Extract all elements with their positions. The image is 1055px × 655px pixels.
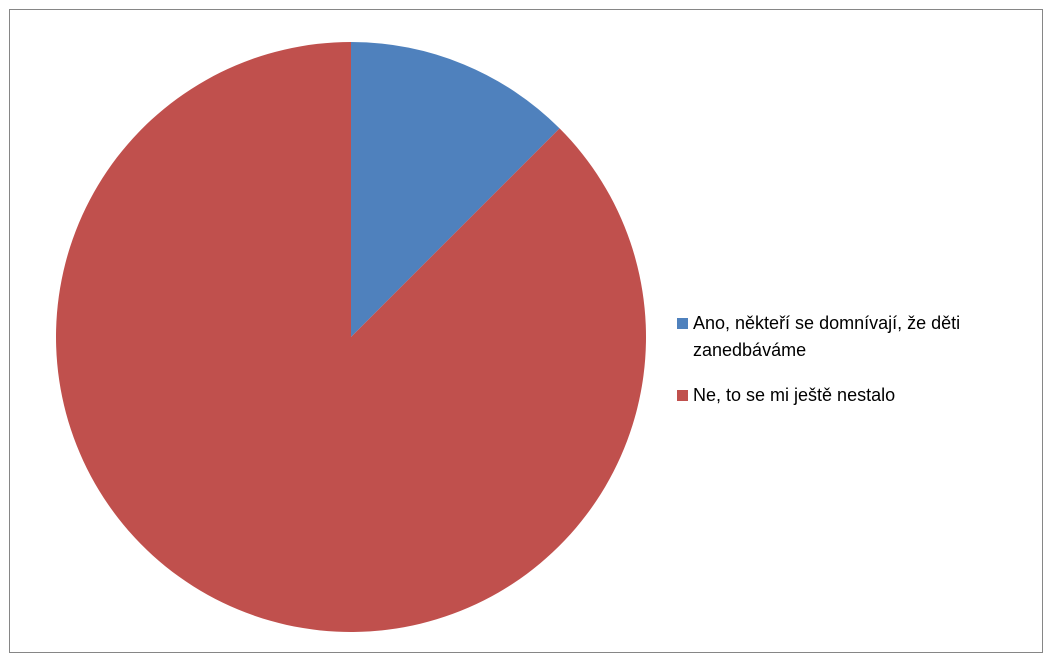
legend-item-ne: Ne, to se mi ještě nestalo	[677, 382, 1017, 409]
chart-area: Ano, někteří se domnívají, že děti zaned…	[9, 9, 1043, 653]
legend-label-ano: Ano, někteří se domnívají, že děti zaned…	[693, 313, 961, 360]
legend: Ano, někteří se domnívají, že děti zaned…	[677, 310, 1017, 427]
legend-swatch-ano	[677, 318, 688, 329]
legend-item-ano: Ano, někteří se domnívají, že děti zaned…	[677, 310, 1017, 364]
pie-slice-0	[351, 42, 560, 337]
pie-chart	[56, 42, 647, 632]
pie-slice-1	[56, 42, 647, 632]
legend-label-ne: Ne, to se mi ještě nestalo	[693, 385, 896, 405]
legend-swatch-ne	[677, 390, 688, 401]
